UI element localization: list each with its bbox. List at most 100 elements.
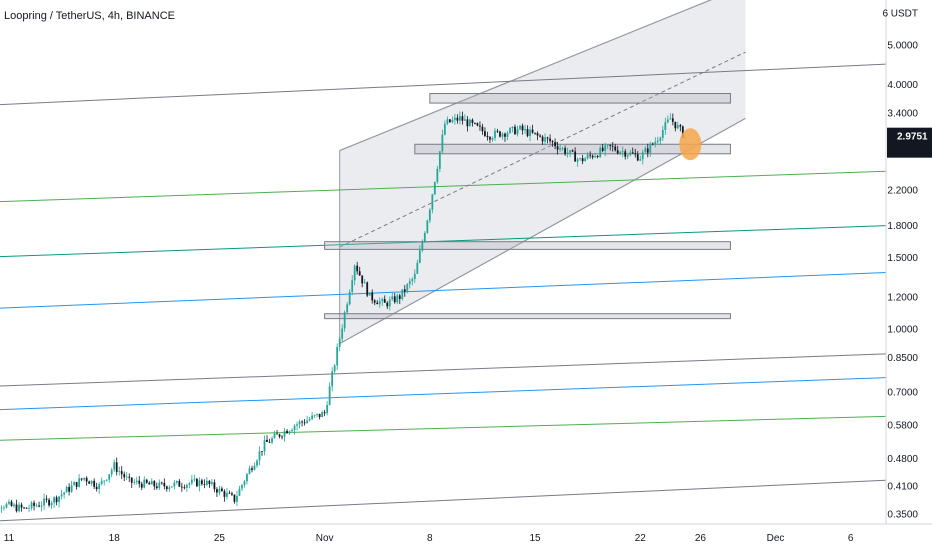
candle-body <box>188 483 191 485</box>
zone-1 <box>429 93 731 104</box>
candle-body <box>138 480 141 484</box>
candle-body <box>203 484 206 485</box>
candle-body <box>100 480 103 485</box>
candle <box>253 462 256 471</box>
candle <box>433 181 436 196</box>
candle-body <box>481 126 484 132</box>
marker-layer <box>679 128 702 161</box>
time-tick-label: 26 <box>695 533 707 544</box>
candle <box>35 503 38 508</box>
candle <box>596 154 599 159</box>
candle <box>358 266 361 276</box>
last-price-label: 2.9751 <box>897 132 928 143</box>
candle-body <box>614 146 617 151</box>
candle <box>569 150 572 158</box>
candle <box>416 259 419 275</box>
candle-body <box>511 126 514 129</box>
candle-body <box>351 280 354 292</box>
candle <box>619 150 622 156</box>
candle <box>5 502 8 509</box>
candle <box>448 118 451 123</box>
candle-body <box>376 302 379 305</box>
candle <box>356 261 359 275</box>
candle-body <box>403 289 406 292</box>
candle <box>313 414 316 419</box>
candle <box>651 142 654 146</box>
candle <box>293 424 296 435</box>
candle-body <box>60 494 63 497</box>
candle <box>361 275 364 288</box>
candle <box>198 477 201 492</box>
candle <box>123 471 126 482</box>
candle <box>276 429 278 435</box>
candle-body <box>170 486 173 488</box>
candle-body <box>216 489 218 493</box>
candle-body <box>459 116 461 121</box>
candle-body <box>619 151 622 154</box>
candle <box>396 293 399 305</box>
price-tick-label: 1.5000 <box>887 253 918 264</box>
candle-body <box>591 155 594 158</box>
candle <box>371 289 374 304</box>
candle <box>63 491 66 499</box>
candle <box>509 126 511 134</box>
candle <box>100 477 103 486</box>
candle <box>636 151 639 162</box>
candle-body <box>336 346 339 366</box>
candle-body <box>0 507 3 509</box>
highlight-marker <box>679 128 702 161</box>
candle-body <box>569 150 572 153</box>
candle <box>65 485 68 493</box>
candle-body <box>431 194 434 210</box>
candle-body <box>674 121 677 129</box>
candle <box>216 487 218 497</box>
candle <box>183 484 186 490</box>
candle-body <box>443 123 446 135</box>
candle <box>491 136 494 142</box>
candle-body <box>218 488 221 493</box>
candle-body <box>198 480 201 487</box>
candle <box>574 147 577 162</box>
candle <box>614 143 617 152</box>
candle <box>564 145 567 156</box>
candle-body <box>123 474 126 478</box>
candle-body <box>371 292 374 301</box>
trend-line-5 <box>0 353 887 387</box>
candle <box>103 480 106 486</box>
candle <box>436 165 439 184</box>
candle-body <box>333 365 336 372</box>
candle-body <box>391 296 394 300</box>
price-axis[interactable]: 6 USDT 5.0000 4.0000 3.4000 2.2000 1.8000 1.50… <box>882 9 932 521</box>
candle-body <box>158 482 161 489</box>
candle-body <box>251 468 253 470</box>
candle-body <box>469 119 471 127</box>
price-tick-label: 5.0000 <box>887 41 918 52</box>
candle-body <box>173 482 176 487</box>
candle-body <box>80 478 83 480</box>
candle <box>556 142 559 155</box>
candle <box>366 281 369 298</box>
candle <box>666 115 669 124</box>
price-tick-label: 0.4100 <box>887 482 918 493</box>
candle-body <box>261 451 263 452</box>
candle-body <box>128 476 131 478</box>
candle <box>453 113 456 125</box>
candle <box>113 459 116 472</box>
candle-body <box>494 130 496 139</box>
time-axis[interactable]: 11 18 25 Nov 8 15 22 26 Dec 6 <box>4 533 854 544</box>
candle-body <box>664 122 667 130</box>
candle-body <box>238 488 241 496</box>
candle-body <box>546 137 549 139</box>
candle-body <box>646 148 649 153</box>
candle-body <box>40 505 43 507</box>
candle-body <box>651 143 654 145</box>
candle-body <box>318 413 321 418</box>
candle <box>303 419 306 426</box>
candle <box>471 118 474 127</box>
candle <box>479 121 481 131</box>
candle-body <box>163 482 166 487</box>
time-tick-label: 22 <box>635 533 647 544</box>
candle-body <box>53 497 55 503</box>
